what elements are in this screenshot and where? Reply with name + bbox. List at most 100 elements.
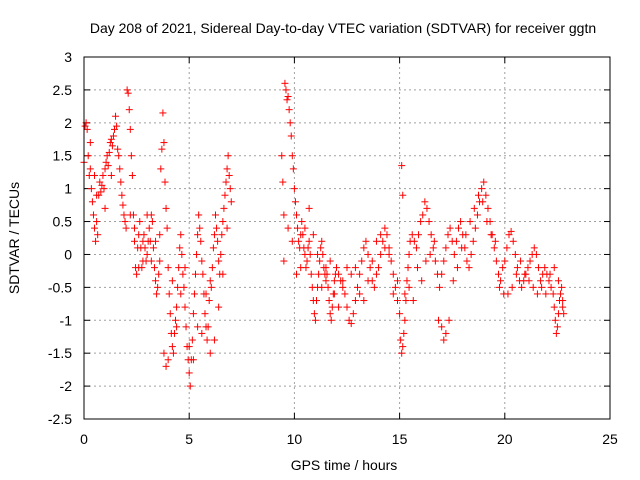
data-point bbox=[511, 250, 519, 258]
data-point bbox=[193, 250, 201, 258]
data-point bbox=[306, 250, 314, 258]
y-tick-label: 2.5 bbox=[53, 82, 73, 98]
data-point bbox=[440, 336, 448, 344]
data-point bbox=[475, 191, 482, 199]
data-point bbox=[513, 264, 521, 272]
data-point bbox=[413, 264, 421, 272]
x-tick-label: 25 bbox=[602, 431, 618, 447]
data-point bbox=[207, 283, 215, 291]
data-point bbox=[298, 218, 306, 226]
data-point bbox=[145, 224, 153, 232]
data-point bbox=[370, 283, 378, 291]
data-point bbox=[427, 231, 435, 239]
data-point bbox=[224, 152, 232, 160]
data-point bbox=[116, 165, 124, 173]
y-tick-label: -1 bbox=[60, 312, 73, 328]
data-point bbox=[457, 218, 465, 226]
data-point bbox=[128, 171, 136, 179]
data-point bbox=[325, 297, 333, 305]
data-point bbox=[401, 316, 409, 324]
data-point bbox=[283, 96, 291, 104]
data-point bbox=[343, 303, 351, 311]
data-point bbox=[524, 264, 532, 272]
data-point bbox=[552, 329, 560, 337]
data-point bbox=[551, 316, 559, 324]
data-point bbox=[499, 264, 507, 272]
data-point bbox=[130, 224, 138, 232]
data-point bbox=[148, 218, 156, 226]
chart-title: Day 208 of 2021, Sidereal Day-to-day VTE… bbox=[90, 20, 596, 36]
data-point bbox=[364, 277, 372, 285]
data-point bbox=[299, 231, 307, 239]
data-point bbox=[117, 178, 125, 186]
data-point bbox=[109, 132, 117, 140]
data-point bbox=[160, 349, 168, 357]
data-point bbox=[189, 356, 197, 364]
data-point bbox=[290, 185, 298, 193]
data-point bbox=[125, 106, 133, 114]
data-point bbox=[219, 270, 227, 278]
data-point bbox=[93, 218, 101, 226]
data-point bbox=[558, 283, 566, 291]
data-point bbox=[87, 185, 95, 193]
data-point bbox=[537, 277, 545, 285]
data-point bbox=[212, 211, 219, 219]
data-point bbox=[444, 231, 452, 239]
data-point bbox=[322, 264, 330, 272]
y-tick-labels: -2.5 -2 -1.5 -1 -0.5 0 0.5 1 1.5 2 2.5 3 bbox=[48, 49, 72, 427]
data-point bbox=[533, 290, 541, 298]
data-point bbox=[379, 237, 387, 245]
data-point bbox=[294, 224, 302, 232]
data-point bbox=[545, 277, 553, 285]
data-point bbox=[284, 224, 292, 232]
data-point bbox=[194, 323, 202, 331]
data-point bbox=[278, 152, 286, 160]
data-point bbox=[206, 349, 214, 357]
data-point bbox=[377, 231, 385, 239]
data-point bbox=[185, 369, 193, 377]
data-point bbox=[173, 303, 181, 311]
data-point bbox=[356, 270, 364, 278]
data-point bbox=[186, 382, 194, 390]
data-point bbox=[389, 290, 397, 298]
data-point bbox=[435, 316, 443, 324]
data-point bbox=[163, 224, 171, 232]
data-point bbox=[92, 237, 100, 245]
data-point bbox=[360, 244, 368, 252]
data-point bbox=[168, 277, 176, 285]
data-point bbox=[94, 231, 102, 239]
data-point bbox=[393, 297, 401, 305]
data-point bbox=[157, 165, 165, 173]
data-point bbox=[93, 191, 101, 199]
data-point bbox=[310, 310, 318, 318]
data-point bbox=[101, 165, 109, 173]
data-point bbox=[339, 277, 347, 285]
data-point bbox=[504, 290, 512, 298]
data-point bbox=[463, 257, 471, 265]
data-point bbox=[181, 264, 189, 272]
data-point bbox=[347, 320, 355, 328]
data-point bbox=[458, 244, 466, 252]
data-point bbox=[335, 303, 343, 311]
data-point bbox=[101, 204, 109, 212]
data-point bbox=[288, 237, 296, 245]
data-point bbox=[221, 191, 229, 199]
y-tick-label: -2.5 bbox=[48, 411, 72, 427]
data-point bbox=[351, 297, 359, 305]
data-point bbox=[549, 290, 557, 298]
data-point bbox=[323, 270, 331, 278]
data-point bbox=[285, 106, 293, 114]
data-point bbox=[104, 162, 112, 170]
data-point bbox=[410, 237, 418, 245]
data-point bbox=[152, 277, 160, 285]
data-point bbox=[160, 139, 168, 147]
data-point bbox=[287, 132, 295, 140]
y-axis-label: SDTVAR / TECUs bbox=[6, 182, 22, 294]
data-point bbox=[326, 257, 334, 265]
data-point bbox=[525, 277, 533, 285]
data-point bbox=[194, 231, 202, 239]
data-point bbox=[286, 119, 294, 127]
data-point bbox=[330, 277, 338, 285]
data-point bbox=[198, 257, 206, 265]
data-point bbox=[305, 204, 313, 212]
